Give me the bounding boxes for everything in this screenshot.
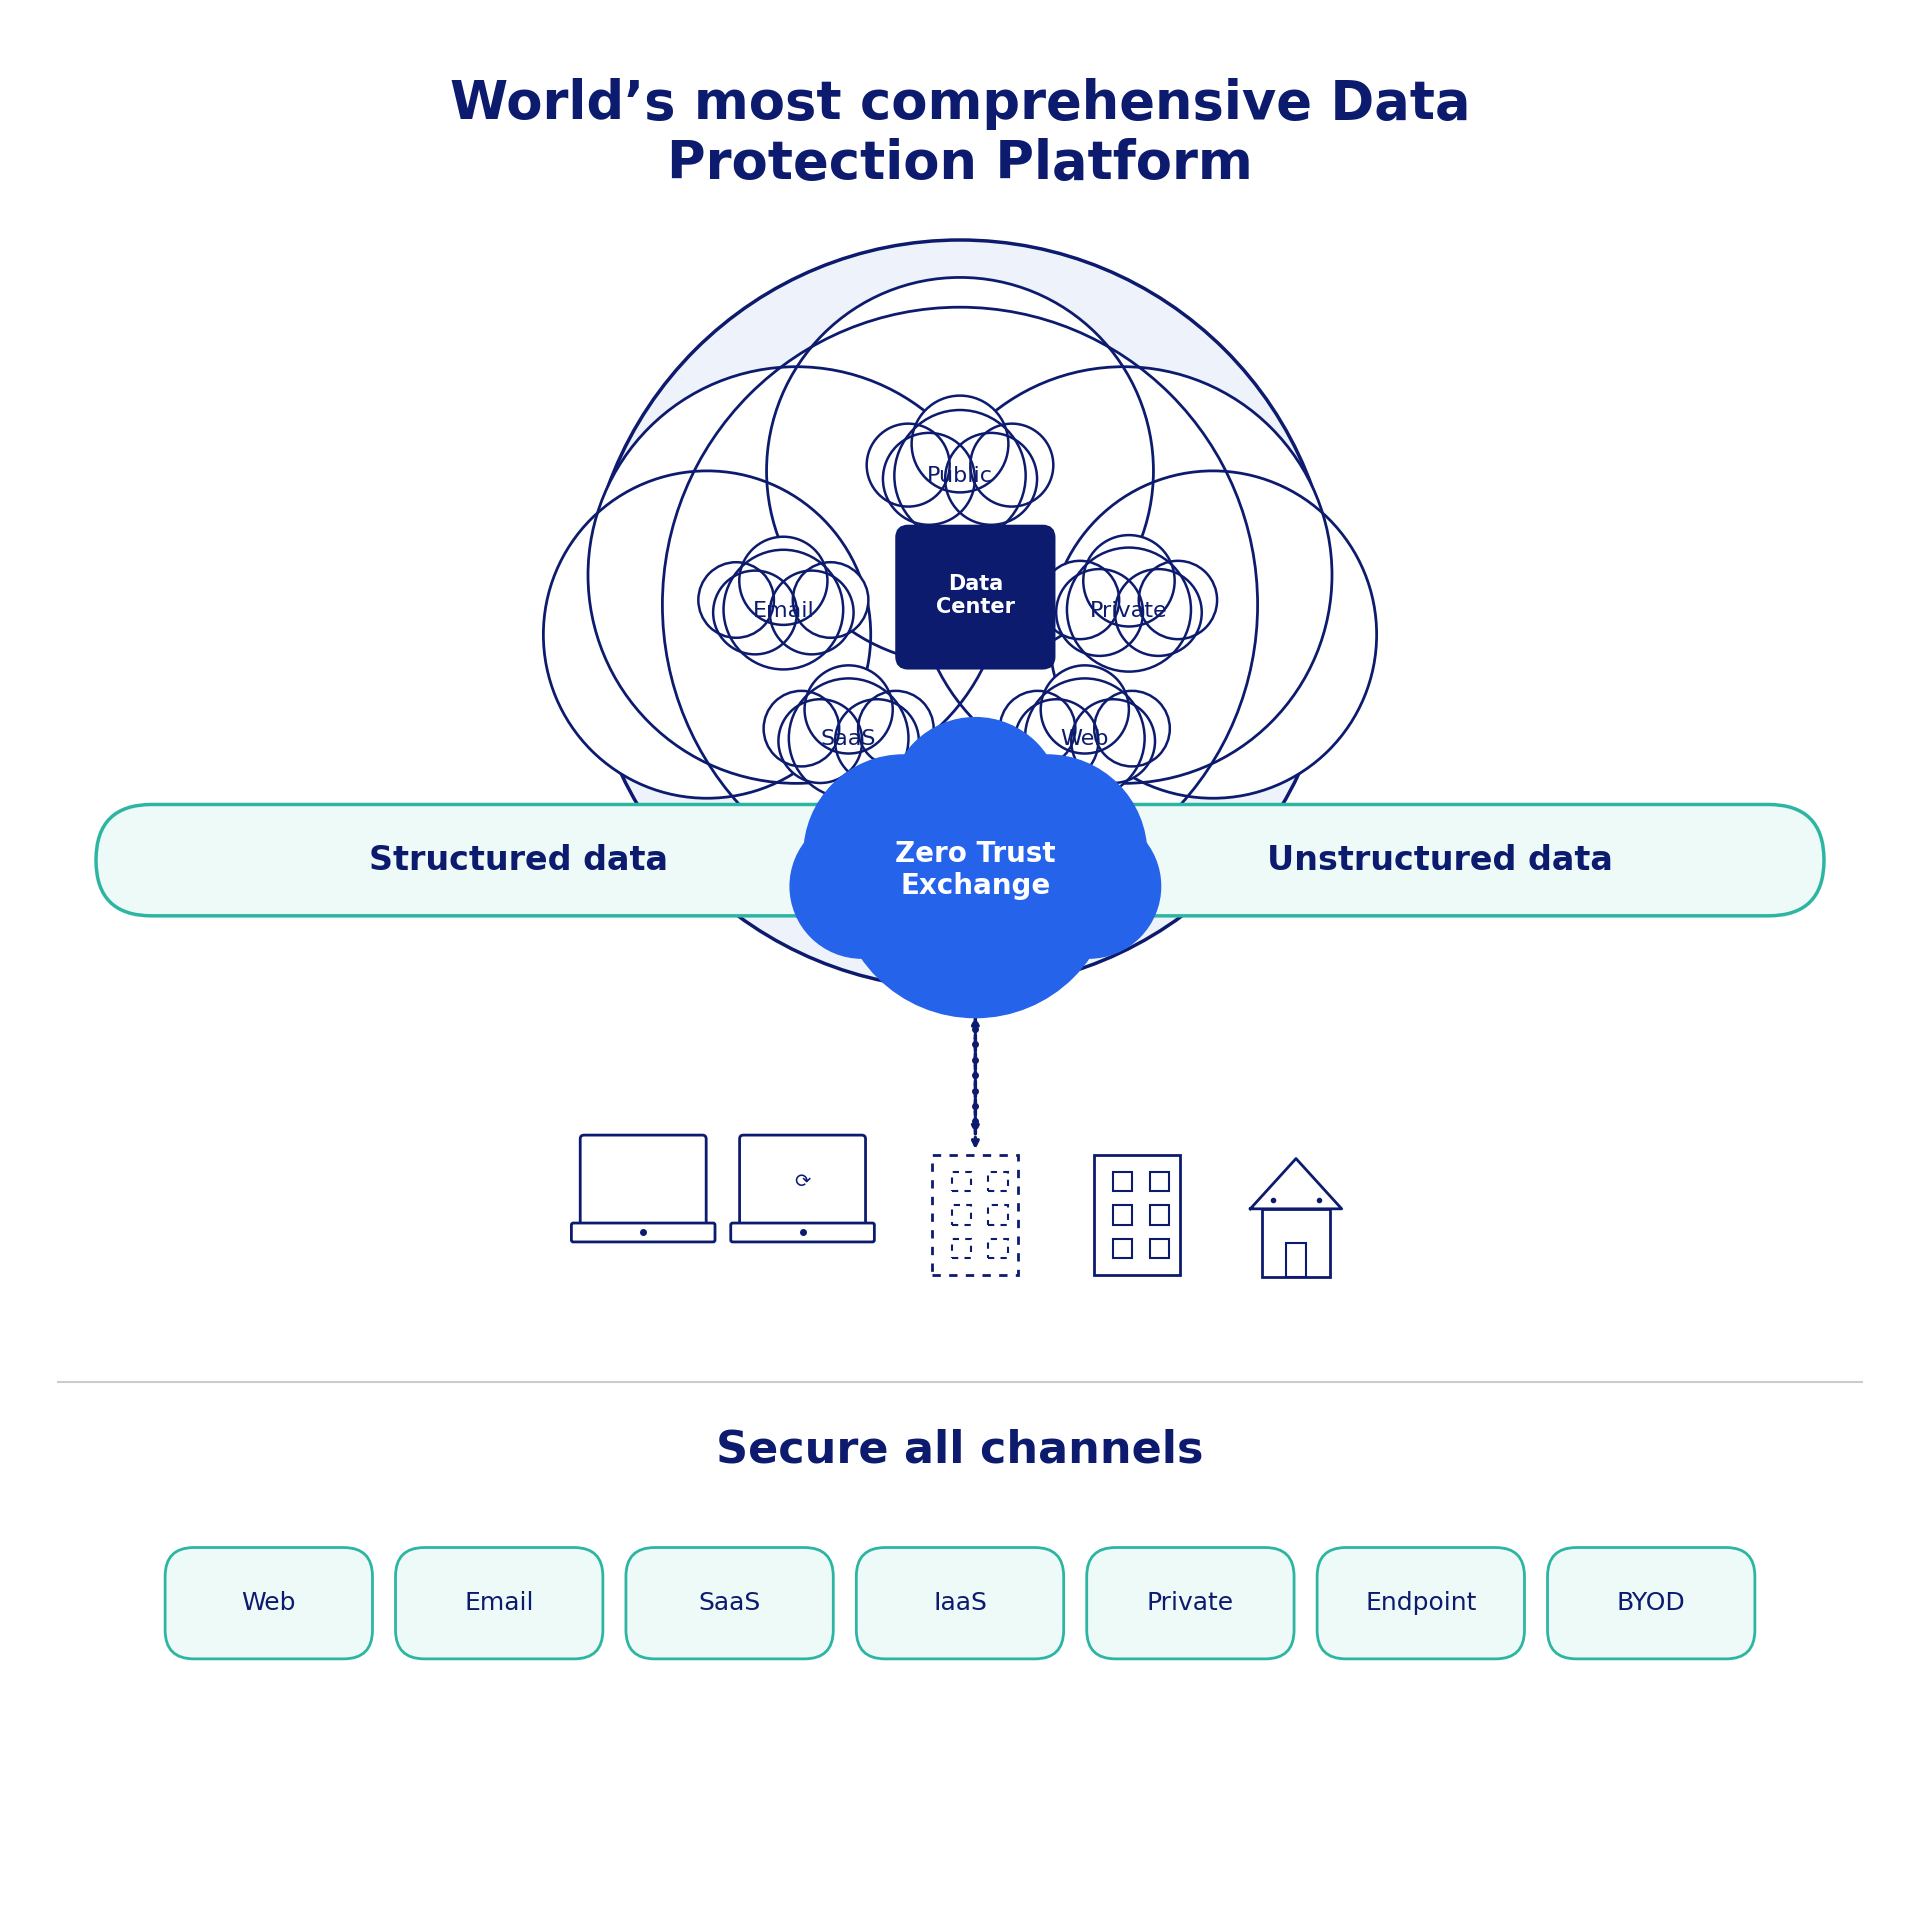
Bar: [1114, 1171, 1133, 1190]
Circle shape: [804, 755, 1002, 954]
Text: Web: Web: [242, 1592, 296, 1615]
Bar: [1150, 1206, 1169, 1225]
Bar: [989, 1238, 1008, 1258]
Text: IaaS: IaaS: [933, 1592, 987, 1615]
Circle shape: [916, 367, 1332, 783]
Text: Web: Web: [1060, 730, 1110, 749]
Circle shape: [804, 666, 893, 753]
Circle shape: [791, 814, 933, 958]
Text: Private: Private: [1091, 601, 1167, 620]
Circle shape: [970, 424, 1054, 507]
FancyBboxPatch shape: [396, 1548, 603, 1659]
Circle shape: [837, 741, 1114, 1018]
Bar: [1150, 1171, 1169, 1190]
Bar: [1150, 1238, 1169, 1258]
Text: Zero Trust
Exchange: Zero Trust Exchange: [895, 839, 1056, 900]
Circle shape: [1041, 561, 1119, 639]
FancyBboxPatch shape: [1548, 1548, 1755, 1659]
Bar: [989, 1206, 1008, 1225]
Circle shape: [858, 691, 933, 766]
Bar: [1094, 1156, 1179, 1275]
Text: Public: Public: [927, 467, 993, 486]
Text: Secure all channels: Secure all channels: [716, 1428, 1204, 1471]
Circle shape: [835, 699, 920, 783]
Circle shape: [1025, 678, 1144, 799]
Circle shape: [793, 563, 868, 637]
Circle shape: [739, 538, 828, 624]
Circle shape: [933, 824, 1100, 991]
Circle shape: [866, 424, 950, 507]
Circle shape: [1041, 666, 1129, 753]
Bar: [933, 1156, 1018, 1275]
Circle shape: [948, 755, 1146, 954]
Circle shape: [912, 396, 1008, 492]
Bar: [952, 1171, 972, 1190]
Bar: [989, 1171, 1008, 1190]
Circle shape: [1139, 561, 1217, 639]
Text: Data
Center: Data Center: [935, 574, 1016, 616]
Text: Unstructured data: Unstructured data: [1267, 843, 1613, 877]
Circle shape: [662, 307, 1258, 902]
FancyBboxPatch shape: [96, 804, 1824, 916]
Circle shape: [770, 570, 854, 655]
Bar: [1286, 1242, 1306, 1277]
Circle shape: [778, 699, 862, 783]
Bar: [1114, 1238, 1133, 1258]
Bar: [952, 1206, 972, 1225]
Bar: [1114, 1206, 1133, 1225]
Circle shape: [699, 563, 774, 637]
Circle shape: [1068, 547, 1190, 672]
FancyBboxPatch shape: [165, 1548, 372, 1659]
Circle shape: [1056, 568, 1142, 657]
Circle shape: [1048, 470, 1377, 799]
Circle shape: [883, 432, 975, 524]
Text: Private: Private: [1146, 1592, 1235, 1615]
Circle shape: [766, 278, 1154, 664]
Circle shape: [851, 824, 1018, 991]
FancyBboxPatch shape: [572, 1223, 714, 1242]
FancyBboxPatch shape: [580, 1135, 707, 1229]
Circle shape: [1014, 699, 1098, 783]
Bar: [1261, 1210, 1331, 1277]
Text: SaaS: SaaS: [699, 1592, 760, 1615]
Circle shape: [1094, 691, 1169, 766]
Circle shape: [724, 549, 843, 670]
FancyBboxPatch shape: [1317, 1548, 1524, 1659]
Circle shape: [1083, 536, 1175, 626]
Circle shape: [1071, 699, 1156, 783]
Text: Email: Email: [753, 601, 814, 620]
Circle shape: [1116, 568, 1202, 657]
Circle shape: [889, 718, 1062, 889]
Circle shape: [774, 1152, 831, 1212]
FancyBboxPatch shape: [897, 526, 1054, 668]
Circle shape: [789, 678, 908, 799]
Circle shape: [945, 432, 1037, 524]
Circle shape: [588, 367, 1004, 783]
Text: Email: Email: [465, 1592, 534, 1615]
Circle shape: [543, 470, 872, 799]
Circle shape: [1018, 814, 1160, 958]
Bar: [952, 1238, 972, 1258]
FancyBboxPatch shape: [1087, 1548, 1294, 1659]
Text: World’s most comprehensive Data
Protection Platform: World’s most comprehensive Data Protecti…: [449, 79, 1471, 190]
Text: SaaS: SaaS: [822, 730, 876, 749]
FancyBboxPatch shape: [732, 1223, 874, 1242]
Circle shape: [895, 411, 1025, 541]
FancyBboxPatch shape: [739, 1135, 866, 1229]
Circle shape: [586, 240, 1334, 989]
Circle shape: [1000, 691, 1075, 766]
Circle shape: [764, 691, 839, 766]
FancyBboxPatch shape: [856, 1548, 1064, 1659]
Text: Structured data: Structured data: [369, 843, 668, 877]
Text: ⟳: ⟳: [795, 1173, 810, 1192]
Text: BYOD: BYOD: [1617, 1592, 1686, 1615]
Text: Endpoint: Endpoint: [1365, 1592, 1476, 1615]
FancyBboxPatch shape: [626, 1548, 833, 1659]
Circle shape: [712, 570, 797, 655]
